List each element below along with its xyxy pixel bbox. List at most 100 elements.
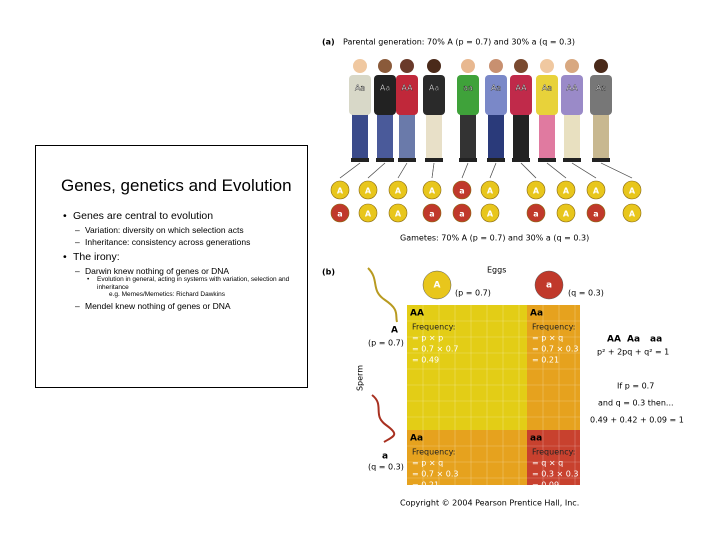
allele-label: A xyxy=(434,281,441,291)
allele-label: A xyxy=(593,187,600,196)
frequency-text: = 0.09 xyxy=(532,481,559,490)
genotype-label: AA xyxy=(410,309,424,319)
frequency-text: = p × q xyxy=(412,459,443,468)
person-legs xyxy=(399,112,415,160)
bullet: Darwin knew nothing of genes or DNAEvolu… xyxy=(75,266,297,300)
person-shirt xyxy=(374,75,396,115)
frequency-text: Frequency: xyxy=(532,448,575,457)
punnett-cell xyxy=(407,305,527,430)
part-label: (b) xyxy=(322,268,335,277)
person-head xyxy=(540,59,554,73)
punnett-cell xyxy=(527,430,580,485)
gamete xyxy=(358,180,378,200)
person-legs xyxy=(377,112,393,160)
person-head xyxy=(353,59,367,73)
allele-label: a xyxy=(593,210,598,219)
bullet-list: Genes are central to evolution Variation:… xyxy=(61,210,297,312)
arrow xyxy=(489,162,497,179)
slide-box: Genes, genetics and Evolution Genes are … xyxy=(35,145,308,388)
egg xyxy=(422,270,452,300)
gamete xyxy=(452,180,472,200)
person-feet xyxy=(538,158,556,162)
frequency-text: = p × p xyxy=(412,334,443,343)
person-feet xyxy=(592,158,610,162)
person-feet xyxy=(425,158,443,162)
frequency-text: = 0.49 xyxy=(412,356,439,365)
person-feet xyxy=(376,158,394,162)
gamete xyxy=(586,180,606,200)
allele-label: a xyxy=(459,210,464,219)
caption: Parental generation: 70% A (p = 0.7) and… xyxy=(343,38,575,47)
bullet: The irony: Darwin knew nothing of genes o… xyxy=(63,251,297,312)
frequency-text: = q × q xyxy=(532,459,563,468)
frequency-text: = 0.3 × 0.3 xyxy=(532,470,578,479)
frequency-text: Frequency: xyxy=(412,323,455,332)
person-legs xyxy=(564,112,580,160)
person-shirt xyxy=(457,75,479,115)
frequency-label: (q = 0.3) xyxy=(568,289,604,298)
person-legs xyxy=(513,112,529,160)
person-legs xyxy=(426,112,442,160)
gamete xyxy=(556,203,576,223)
person-legs xyxy=(488,112,504,160)
gamete xyxy=(526,203,546,223)
gamete xyxy=(330,180,350,200)
bullet: e.g. Memes/Memetics: Richard Dawkins xyxy=(109,291,297,299)
person-head xyxy=(461,59,475,73)
frequency-text: Frequency: xyxy=(532,323,575,332)
bullet-text: e.g. Memes/Memetics: Richard Dawkins xyxy=(109,291,225,299)
gamete xyxy=(388,180,408,200)
person-shirt xyxy=(561,75,583,115)
gamete xyxy=(422,203,442,223)
genotype-label: aa xyxy=(650,335,662,345)
allele-label: A xyxy=(391,326,398,336)
frequency-text: = 0.7 × 0.7 xyxy=(412,345,458,354)
bullet-text: Inheritance: consistency across generati… xyxy=(85,236,251,247)
gamete xyxy=(622,203,642,223)
bullet: Genes are central to evolution Variation:… xyxy=(63,210,297,247)
allele-label: a xyxy=(533,210,538,219)
frequency-text: Frequency: xyxy=(412,448,455,457)
allele-label: A xyxy=(487,187,494,196)
genotype-label: Aa xyxy=(380,84,390,93)
frequency-text: = 0.7 × 0.3 xyxy=(532,345,578,354)
person-legs xyxy=(593,112,609,160)
person-shirt xyxy=(536,75,558,115)
sperm-label: Sperm xyxy=(356,365,365,391)
arrow xyxy=(367,162,386,179)
person-legs xyxy=(352,112,368,160)
gamete xyxy=(480,203,500,223)
person-feet xyxy=(512,158,530,162)
bullet-text: Evolution in general, acting in systems … xyxy=(97,275,290,291)
allele-label: a xyxy=(459,187,464,196)
person-shirt xyxy=(423,75,445,115)
gamete xyxy=(330,203,350,223)
bullet: Variation: diversity on which selection … xyxy=(75,225,297,235)
person-feet xyxy=(563,158,581,162)
person-shirt xyxy=(396,75,418,115)
allele-label: A xyxy=(533,187,540,196)
frequency-text: = 0.21 xyxy=(532,356,559,365)
slide-title: Genes, genetics and Evolution xyxy=(61,176,292,195)
genotype-label: AA xyxy=(607,335,621,345)
person-head xyxy=(565,59,579,73)
frequency-text: = 0.21 xyxy=(412,481,439,490)
person-legs xyxy=(460,112,476,160)
gamete xyxy=(358,203,378,223)
egg xyxy=(534,270,564,300)
allele-label: A xyxy=(395,210,402,219)
allele-label: a xyxy=(546,281,552,291)
person-head xyxy=(400,59,414,73)
genotype-label: Aa xyxy=(410,434,423,444)
allele-label: A xyxy=(629,210,636,219)
person-shirt xyxy=(349,75,371,115)
frequency-text: = p × q xyxy=(532,334,563,343)
arrow xyxy=(571,162,597,179)
genotype-label: Aa xyxy=(596,84,606,93)
bullet: Mendel knew nothing of genes or DNA xyxy=(75,301,297,312)
bullet-list: Evolution in general, acting in systems … xyxy=(85,276,297,299)
bullet-text: Mendel knew nothing of genes or DNA xyxy=(85,301,231,312)
allele-label: A xyxy=(629,187,636,196)
genotype-label: Aa xyxy=(491,84,501,93)
